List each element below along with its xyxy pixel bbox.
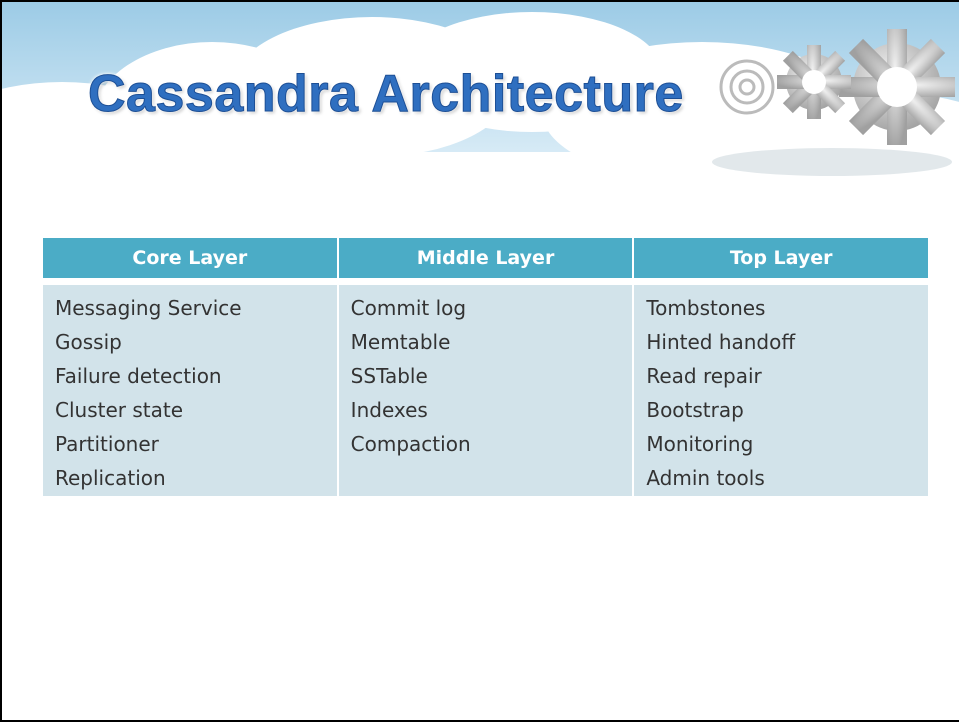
table-body: Messaging Service Gossip Failure detection… xyxy=(43,285,928,496)
gears xyxy=(719,29,955,145)
cell-item: Monitoring xyxy=(646,432,754,456)
cell-item: Cluster state xyxy=(55,398,184,422)
cell-item: Memtable xyxy=(350,330,451,354)
cell-item: Messaging Service xyxy=(55,296,242,320)
column-cell: Messaging Service Gossip Failure detection… xyxy=(43,285,337,496)
cell-item: Tombstones xyxy=(646,296,766,320)
slide-title: Cassandra Architecture xyxy=(88,65,684,124)
layer-table: Core Layer Middle Layer Top Layer Messagin… xyxy=(43,238,928,496)
cell-item: Indexes xyxy=(350,398,428,422)
cell-item: Commit log xyxy=(350,296,467,320)
cell-item: Compaction xyxy=(350,432,471,456)
column-header: Middle Layer xyxy=(336,238,633,278)
cell-item: Gossip xyxy=(55,330,122,354)
cell-item: Read repair xyxy=(646,364,762,388)
column-cell: Commit log Memtable SSTable Indexes Compacti… xyxy=(336,285,633,496)
table-header: Core Layer Middle Layer Top Layer xyxy=(43,238,928,278)
cell-item: Bootstrap xyxy=(646,398,744,422)
column-header: Top Layer xyxy=(632,238,928,278)
cell-item: Failure detection xyxy=(55,364,222,388)
cell-item: Partitioner xyxy=(55,432,159,456)
column-cell: Tombstones Hinted handoff Read repair Boots… xyxy=(632,285,928,496)
cell-item: Hinted handoff xyxy=(646,330,796,354)
cell-item: Replication xyxy=(55,466,166,490)
cell-item: Admin tools xyxy=(646,466,765,490)
cell-item: SSTable xyxy=(350,364,428,388)
column-header: Core Layer xyxy=(132,247,248,269)
